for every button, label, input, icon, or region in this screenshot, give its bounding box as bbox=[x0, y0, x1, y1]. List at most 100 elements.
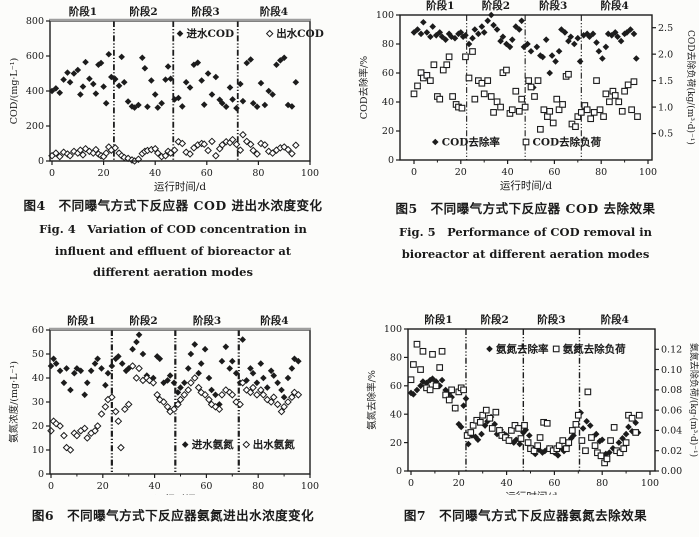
chart-svg-3: 0 20 40 60 80 100 运行时间/d 0 20 40 60 80 100 氨氮去除率/% 0.0… bbox=[366, 313, 699, 503]
svg-text:60: 60 bbox=[548, 478, 560, 489]
figure-panel-6: 0 20 40 60 80 100 运行时间/d 0 10 20 30 40 50 60 氨氮浓度/(mg·… bbox=[0, 295, 346, 537]
svg-text:40: 40 bbox=[149, 481, 161, 492]
svg-text:100: 100 bbox=[639, 167, 657, 178]
svg-text:100: 100 bbox=[376, 10, 394, 21]
legend: 氨氮去除率 氨氮去除负荷 bbox=[486, 342, 626, 355]
fig5-caption-cn: 图5 不同曝气方式下反应器 COD 去除效果 bbox=[395, 201, 656, 216]
legend: 进水COD 出水COD bbox=[176, 27, 324, 40]
svg-text:40: 40 bbox=[149, 168, 161, 179]
y-axis: 0 200 400 600 800 COD/(mg·L⁻¹) bbox=[9, 16, 50, 167]
y-axis: 0 20 40 60 80 100 氨氮去除率/% bbox=[366, 324, 408, 477]
svg-text:20: 20 bbox=[455, 167, 467, 178]
svg-text:0.06: 0.06 bbox=[661, 405, 682, 416]
svg-text:800: 800 bbox=[26, 16, 44, 27]
svg-text:100: 100 bbox=[301, 168, 319, 179]
svg-text:0.04: 0.04 bbox=[661, 426, 682, 437]
stage-labels: 阶段1 阶段2 阶段3 阶段4 bbox=[67, 314, 288, 327]
fig7-nh3-removal-chart: 0 20 40 60 80 100 运行时间/d 0 20 40 60 80 100 氨氮去除率/% 0.0… bbox=[352, 295, 699, 503]
fig5-caption-en-line2: bioreactor at different aeration modes bbox=[401, 247, 650, 261]
svg-text:60: 60 bbox=[201, 168, 213, 179]
svg-text:0: 0 bbox=[411, 167, 417, 178]
svg-text:60: 60 bbox=[32, 325, 44, 336]
svg-text:50: 50 bbox=[32, 349, 44, 360]
y2-axis-title: 氨氮去除负荷/(kg·(m³·d)⁻¹) bbox=[688, 343, 699, 457]
y2-axis: 0.00 0.02 0.04 0.06 0.08 0.10 0.12 氨氮去除负荷/(kg·(… bbox=[655, 343, 699, 477]
stage-dividers bbox=[465, 329, 581, 471]
svg-text:阶段1: 阶段1 bbox=[67, 314, 95, 327]
fig4-caption-en-line1: Fig. 4 Variation of COD concentration in bbox=[39, 222, 307, 236]
x-axis-title: 运行时间/d bbox=[154, 180, 207, 193]
x-axis-title: 运行时间/d bbox=[500, 179, 553, 192]
y-axis-title: 氨氮去除率/% bbox=[366, 370, 378, 430]
svg-text:阶段4: 阶段4 bbox=[260, 314, 288, 327]
svg-text:阶段2: 阶段2 bbox=[480, 313, 508, 326]
svg-text:60: 60 bbox=[390, 381, 402, 392]
y2-axis-title: COD去除负荷(kg/(m³·d)⁻¹) bbox=[685, 30, 697, 145]
legend: COD去除率 COD去除负荷 bbox=[431, 136, 602, 149]
plot-frame bbox=[399, 14, 653, 161]
fig4-caption-cn: 图4 不同曝气方式下反应器 COD 进出水浓度变化 bbox=[23, 198, 323, 213]
y2-axis: 0.5 1.0 1.5 2.0 2.5 COD去除负荷(kg/(m³·d)⁻¹) bbox=[652, 23, 697, 145]
svg-text:400: 400 bbox=[26, 86, 44, 97]
svg-text:40: 40 bbox=[501, 478, 513, 489]
svg-text:出水COD: 出水COD bbox=[276, 27, 324, 40]
svg-text:0.00: 0.00 bbox=[661, 466, 682, 477]
svg-text:20: 20 bbox=[453, 478, 465, 489]
x-axis-title: 运行时间/d bbox=[154, 493, 207, 495]
svg-text:20: 20 bbox=[382, 126, 394, 137]
fig4-cod-concentration-chart: 0 20 40 60 80 100 运行时间/d 0 200 400 600 800 COD/(mg·L… bbox=[0, 0, 346, 200]
figure-panel-7: 0 20 40 60 80 100 运行时间/d 0 20 40 60 80 100 氨氮去除率/% 0.0… bbox=[352, 295, 699, 537]
plot-frame bbox=[407, 328, 656, 472]
chart-svg-1: 0 20 40 60 80 100 运行时间/d 0 20 40 60 80 100 COD去除率/% 0.… bbox=[358, 0, 697, 192]
series-1-points bbox=[48, 130, 300, 165]
svg-text:进水COD: 进水COD bbox=[187, 27, 235, 40]
svg-text:0: 0 bbox=[38, 469, 44, 480]
svg-text:200: 200 bbox=[26, 121, 44, 132]
svg-text:20: 20 bbox=[390, 438, 402, 449]
svg-text:阶段4: 阶段4 bbox=[260, 5, 288, 18]
svg-text:0.10: 0.10 bbox=[661, 365, 682, 376]
svg-text:进水氨氮: 进水氨氮 bbox=[192, 438, 234, 451]
svg-text:60: 60 bbox=[200, 481, 212, 492]
svg-text:20: 20 bbox=[98, 168, 110, 179]
legend: 进水氨氮 出水氨氮 bbox=[181, 438, 295, 451]
svg-text:1.5: 1.5 bbox=[658, 76, 673, 87]
svg-text:阶段2: 阶段2 bbox=[129, 314, 157, 327]
chart-svg-0: 0 20 40 60 80 100 运行时间/d 0 200 400 600 800 COD/(mg·L… bbox=[9, 5, 324, 193]
svg-text:40: 40 bbox=[32, 373, 44, 384]
svg-text:0.5: 0.5 bbox=[658, 129, 673, 140]
svg-text:阶段3: 阶段3 bbox=[539, 0, 567, 12]
svg-text:10: 10 bbox=[32, 445, 44, 456]
svg-text:0: 0 bbox=[48, 481, 54, 492]
svg-text:0: 0 bbox=[388, 155, 394, 166]
fig6-caption-cn: 图6 不同曝气方式下反应器氨氮进出水浓度变化 bbox=[31, 508, 315, 523]
stage-labels: 阶段1 阶段2 阶段3 阶段4 bbox=[424, 313, 629, 326]
svg-text:40: 40 bbox=[502, 167, 514, 178]
svg-text:40: 40 bbox=[390, 409, 402, 420]
svg-text:阶段1: 阶段1 bbox=[424, 313, 452, 326]
series-0-points bbox=[407, 375, 642, 459]
svg-text:20: 20 bbox=[32, 421, 44, 432]
svg-text:氨氮去除率: 氨氮去除率 bbox=[496, 342, 549, 355]
y-axis: 0 10 20 30 40 50 60 氨氮浓度/(mg·L⁻¹) bbox=[8, 325, 50, 480]
svg-text:0.08: 0.08 bbox=[661, 385, 682, 396]
chart-svg-2: 0 20 40 60 80 100 运行时间/d 0 10 20 30 40 50 60 氨氮浓度/(mg·… bbox=[8, 314, 319, 506]
series-1-points bbox=[407, 340, 643, 467]
x-axis: 0 20 40 60 80 100 运行时间/d bbox=[408, 471, 659, 503]
stage-dividers bbox=[113, 21, 239, 161]
svg-text:20: 20 bbox=[97, 481, 109, 492]
series-1-points bbox=[47, 362, 303, 454]
svg-text:80: 80 bbox=[252, 168, 264, 179]
svg-text:100: 100 bbox=[384, 324, 402, 335]
svg-text:2.0: 2.0 bbox=[658, 49, 673, 60]
svg-text:600: 600 bbox=[26, 51, 44, 62]
x-axis-title: 运行时间/d bbox=[505, 490, 558, 495]
svg-text:80: 80 bbox=[596, 478, 608, 489]
y-axis-title: COD/(mg·L⁻¹) bbox=[9, 58, 20, 125]
svg-text:0: 0 bbox=[38, 156, 44, 167]
x-axis: 0 20 40 60 80 100 运行时间/d bbox=[411, 160, 657, 192]
stage-labels: 阶段1 阶段2 阶段3 阶段4 bbox=[426, 0, 629, 12]
figure-panel-5: 0 20 40 60 80 100 运行时间/d 0 20 40 60 80 100 COD去除率/% 0.… bbox=[352, 0, 699, 295]
svg-text:80: 80 bbox=[382, 39, 394, 50]
